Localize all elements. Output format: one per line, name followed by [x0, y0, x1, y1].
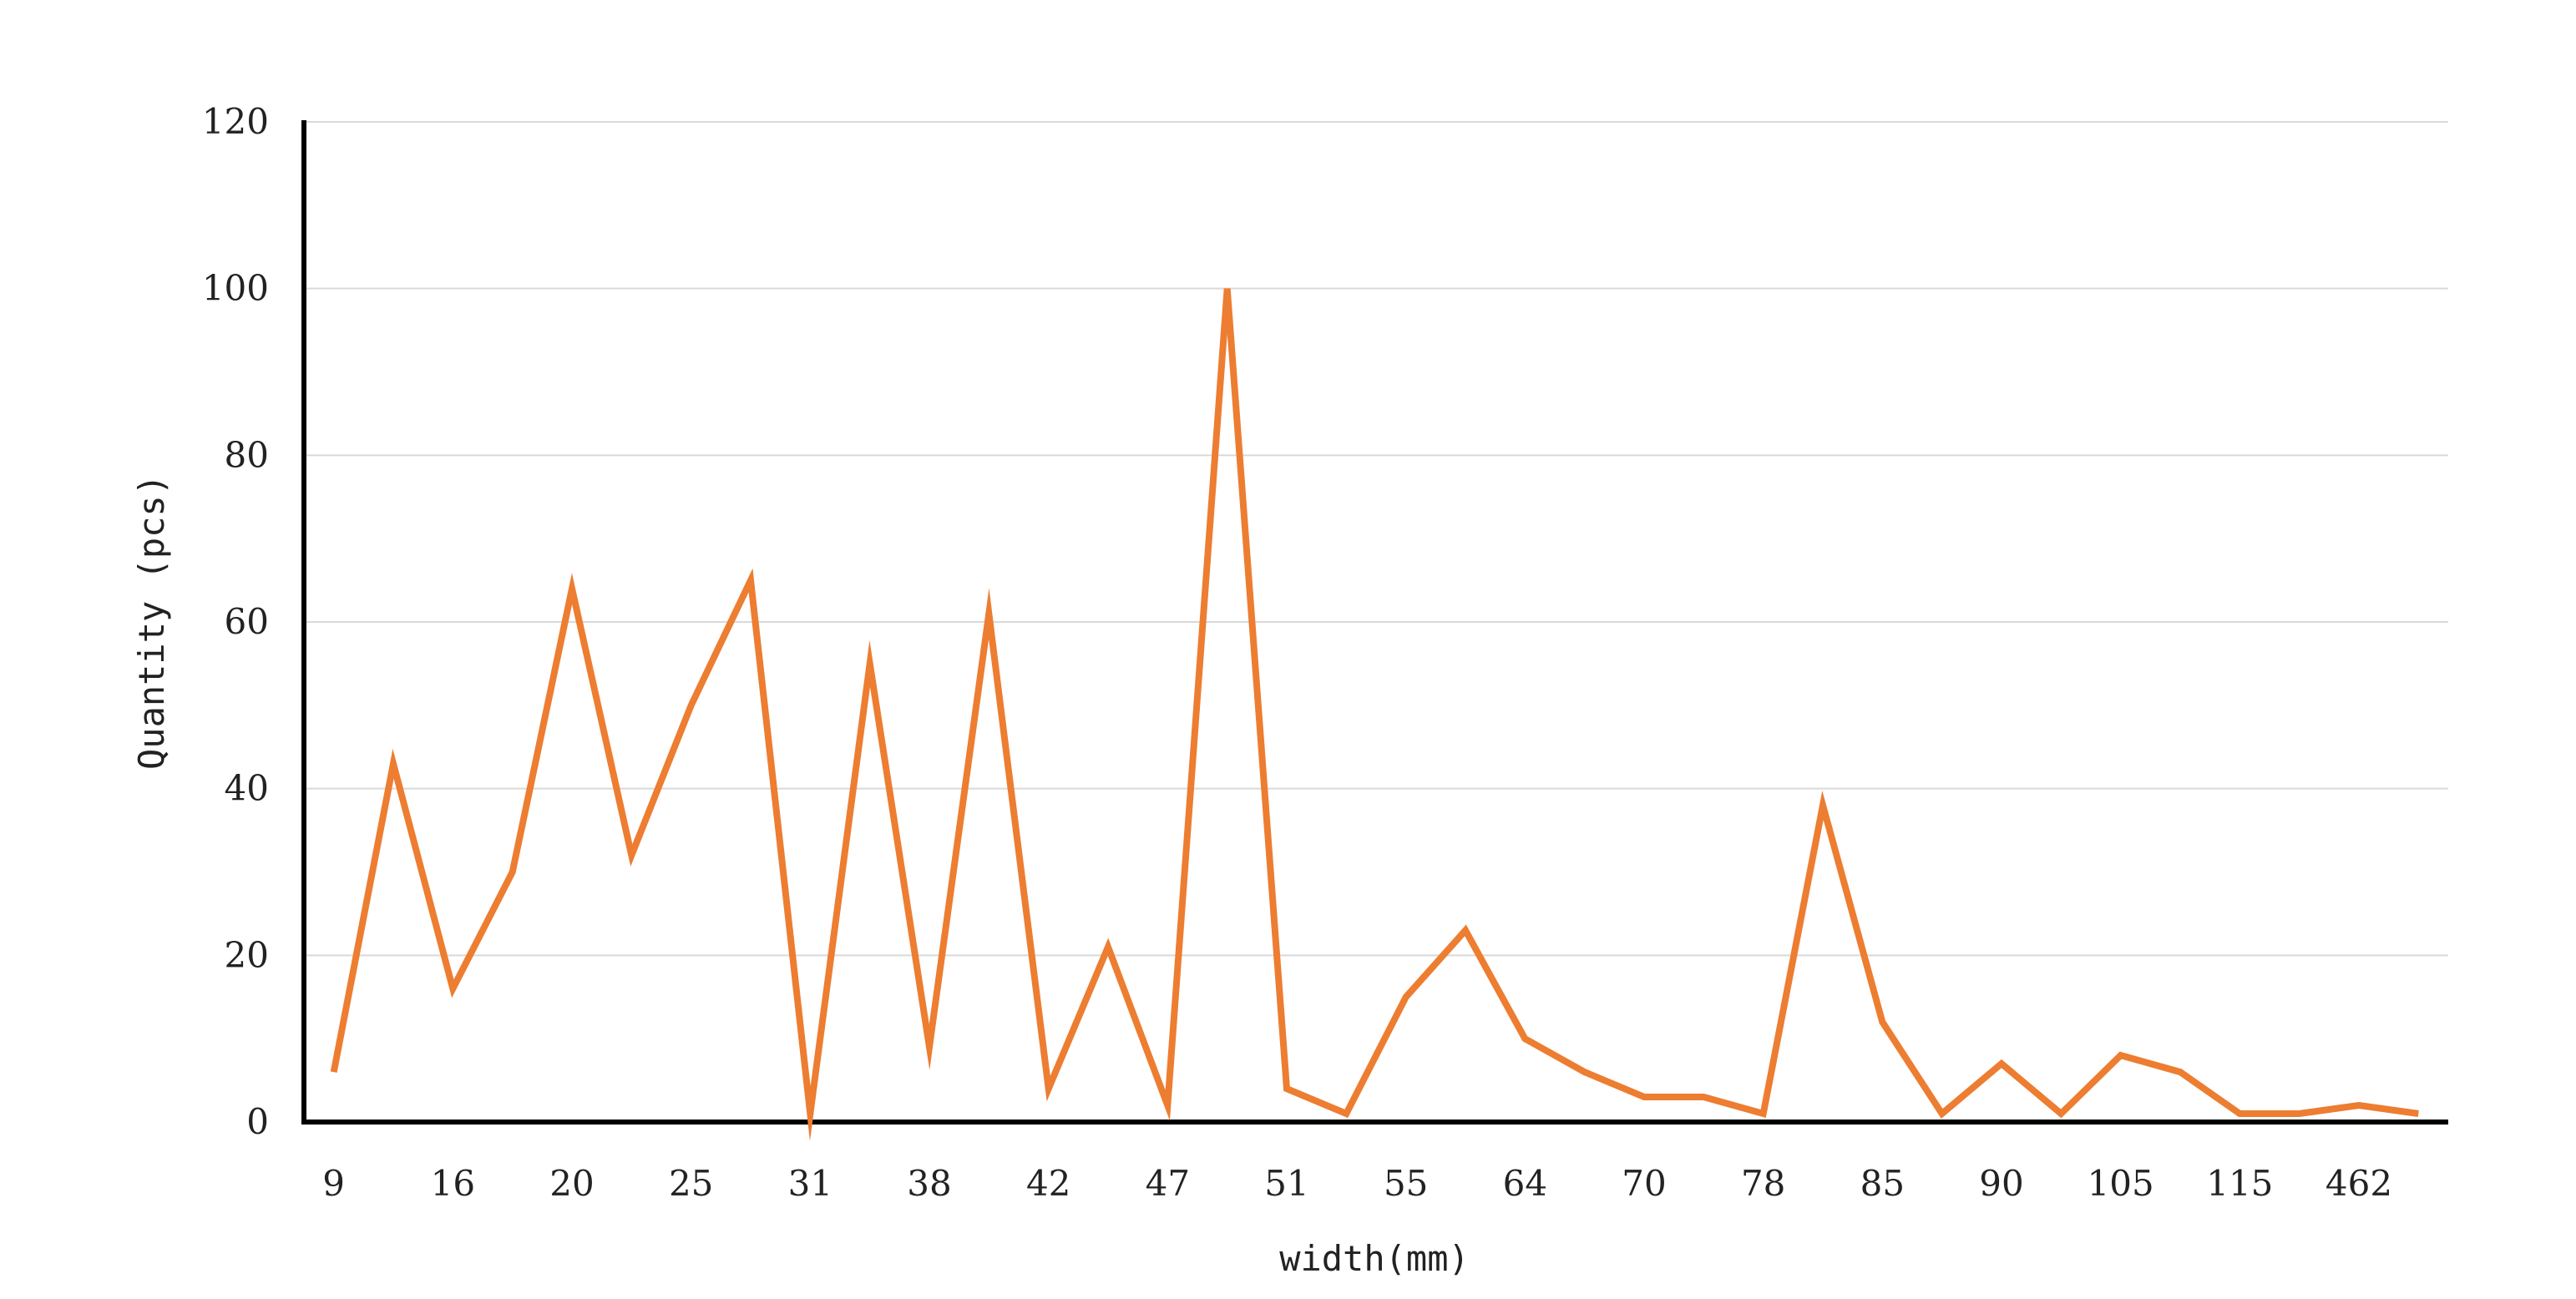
- data-point: [1760, 1110, 1767, 1117]
- data-point: [1105, 943, 1111, 950]
- x-tick-label: 31: [788, 1163, 833, 1204]
- axes: [301, 120, 2448, 1125]
- x-tick-label: 85: [1860, 1163, 1905, 1204]
- data-point: [1283, 1085, 1290, 1092]
- y-tick-label: 40: [225, 768, 269, 809]
- data-point: [569, 585, 575, 592]
- data-point: [867, 660, 873, 667]
- series-layer: [330, 286, 2422, 1142]
- data-point: [1462, 927, 1469, 933]
- x-tick-label: 16: [431, 1163, 475, 1204]
- y-axis-title: Quantity (pcs): [131, 474, 172, 770]
- x-tick-label: 38: [907, 1163, 951, 1204]
- data-point: [1521, 1035, 1528, 1042]
- x-tick-label: 51: [1264, 1163, 1308, 1204]
- data-point: [747, 577, 754, 584]
- data-point: [688, 702, 695, 709]
- data-point: [1343, 1110, 1349, 1117]
- y-tick-label: 20: [225, 934, 269, 975]
- data-point: [390, 761, 397, 767]
- data-point: [1403, 993, 1409, 1000]
- y-tick-label: 60: [225, 601, 269, 642]
- data-point: [1879, 1018, 1885, 1025]
- x-tick-label: 90: [1979, 1163, 2023, 1204]
- data-point: [2177, 1069, 2184, 1075]
- x-tick-label: 47: [1146, 1163, 1190, 1204]
- x-tick-label: 42: [1026, 1163, 1070, 1204]
- y-tick-label: 120: [202, 101, 269, 142]
- data-point: [985, 610, 992, 617]
- x-tick-label: 78: [1741, 1163, 1785, 1204]
- x-tick-label: 70: [1622, 1163, 1666, 1204]
- data-point: [1819, 802, 1826, 809]
- x-tick-label: 64: [1503, 1163, 1547, 1204]
- data-point: [449, 985, 456, 992]
- data-point: [1582, 1069, 1588, 1075]
- data-point: [1939, 1110, 1946, 1117]
- series-line: [330, 288, 2419, 1142]
- x-tick-labels: 9 16 20 25 31 38 42 47 51 55 64 70 78 85 90 105 115 462: [322, 1163, 2392, 1204]
- data-point: [926, 1044, 933, 1050]
- y-tick-label: 80: [225, 434, 269, 475]
- data-point: [1164, 1102, 1171, 1109]
- x-tick-label: 20: [549, 1163, 594, 1204]
- data-point: [2296, 1110, 2303, 1117]
- data-point: [628, 852, 635, 859]
- data-point: [2356, 1102, 2362, 1109]
- x-tick-label: 9: [322, 1163, 345, 1204]
- x-tick-label: 462: [2325, 1163, 2392, 1204]
- y-tick-label: 100: [202, 268, 269, 309]
- data-point: [509, 869, 516, 876]
- data-point: [1700, 1094, 1707, 1100]
- y-tick-labels: 0 20 40 60 80 100 120: [202, 101, 269, 1142]
- x-axis-title: width(mm): [1279, 1238, 1470, 1279]
- x-tick-label: 105: [2088, 1163, 2154, 1204]
- x-tick-label: 55: [1384, 1163, 1428, 1204]
- x-tick-label: 25: [669, 1163, 713, 1204]
- data-point: [331, 1069, 337, 1075]
- data-point: [1045, 1085, 1052, 1092]
- data-point: [2236, 1110, 2243, 1117]
- data-point: [1998, 1060, 2005, 1067]
- x-tick-label: 115: [2206, 1163, 2273, 1204]
- data-point: [2415, 1110, 2422, 1117]
- data-point: [2118, 1052, 2124, 1059]
- y-tick-label: 0: [246, 1101, 269, 1142]
- data-point: [807, 1110, 813, 1117]
- data-point: [2057, 1110, 2064, 1117]
- data-point: [1641, 1094, 1647, 1100]
- data-point: [1224, 286, 1231, 292]
